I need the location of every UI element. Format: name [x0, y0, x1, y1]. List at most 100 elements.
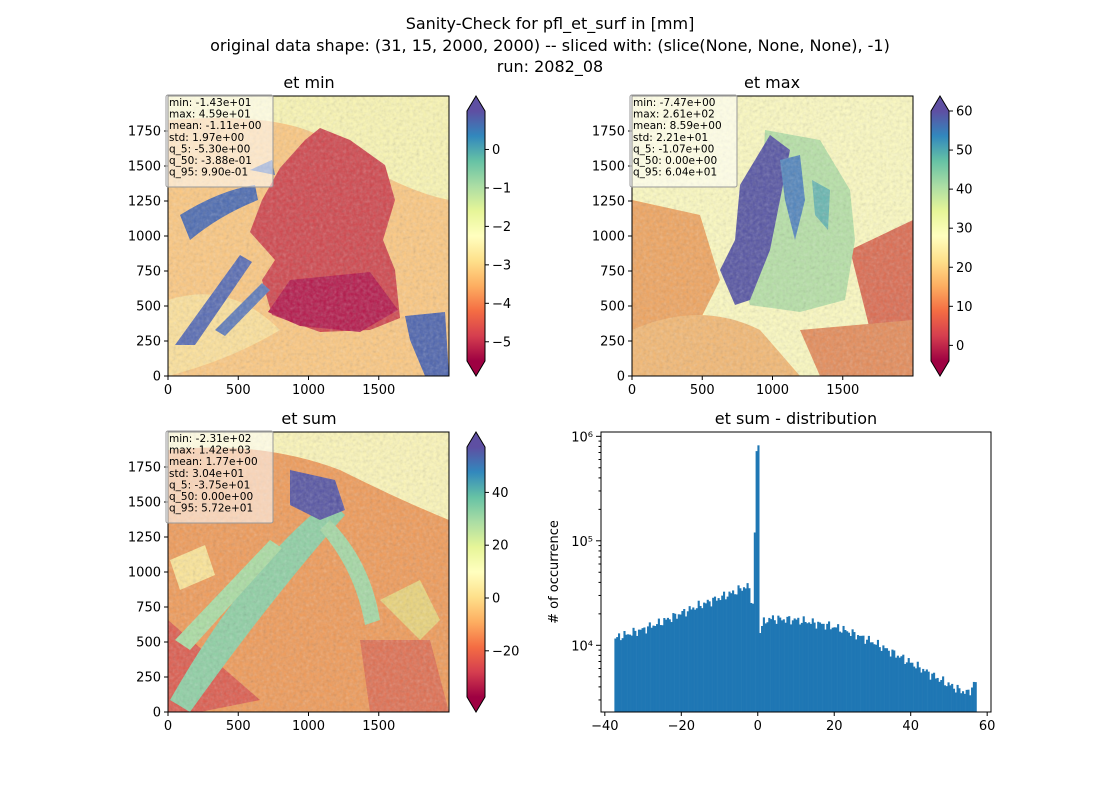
histogram-bar — [632, 627, 635, 712]
histogram-bar — [637, 629, 641, 712]
histogram-bar — [840, 632, 843, 712]
y-tick-label: 0 — [153, 370, 161, 385]
colorbar-tick-label: −1 — [492, 181, 511, 196]
y-tick-label: 500 — [136, 300, 161, 315]
histogram-bar — [965, 689, 968, 712]
histogram-bar — [717, 598, 720, 712]
histogram-bar — [675, 618, 679, 712]
y-tick-label: 1000 — [128, 566, 161, 581]
histogram-bar — [837, 624, 840, 712]
y-tick-label: 500 — [136, 636, 161, 651]
stats-line: min: -1.43e+01 — [169, 97, 251, 109]
histogram-bar — [826, 623, 829, 712]
histogram-bar — [864, 643, 867, 712]
histogram-bar — [867, 635, 870, 712]
x-tick-label: 0 — [164, 719, 172, 734]
histogram-bar — [878, 647, 881, 712]
histogram-bar — [860, 635, 863, 712]
colorbar-ticks: 60 50 40 30 20 10 0 — [949, 105, 973, 354]
histogram-bar — [942, 676, 945, 712]
histogram-bar — [931, 673, 934, 712]
histogram-bars — [614, 445, 977, 712]
y-tick-label: 1250 — [128, 195, 161, 210]
histogram-bar — [695, 608, 698, 712]
histogram-bar — [873, 644, 876, 712]
y-tick-label: 1000 — [128, 230, 161, 245]
histogram-bar — [880, 650, 883, 712]
histogram-bar — [657, 618, 660, 712]
colorbar-tick-label: 40 — [956, 183, 973, 198]
y-tick-label: 1750 — [128, 461, 161, 476]
histogram-bar — [855, 639, 858, 712]
histogram-bar — [916, 661, 919, 712]
histogram-bar — [862, 635, 865, 712]
x-tick-label: 1500 — [826, 383, 859, 398]
histogram-bar — [893, 650, 896, 712]
histogram-bar — [715, 600, 718, 712]
colorbar: 60 50 40 30 20 10 0 — [930, 95, 973, 377]
histogram-bar — [654, 626, 657, 712]
histogram-bar — [755, 451, 758, 712]
histogram-bar — [732, 590, 735, 712]
y-tick-label: 750 — [600, 265, 625, 280]
histogram-bar — [786, 616, 789, 712]
histogram-bar — [761, 625, 764, 712]
histogram-bar — [952, 688, 956, 712]
y-tick-label: 1500 — [592, 160, 625, 175]
stats-line: std: 3.04e+01 — [169, 468, 244, 480]
histogram-bar — [809, 623, 813, 712]
histogram-bar — [875, 644, 878, 712]
y-tick-label: 1750 — [592, 125, 625, 140]
y-tick-label: 10⁵ — [571, 535, 593, 550]
histogram-bar — [936, 677, 939, 712]
histogram-bar — [846, 631, 849, 712]
x-ticks: 0 500 1000 1500 — [164, 376, 395, 398]
histogram-bar — [853, 632, 856, 712]
histogram-bar — [614, 638, 617, 712]
colorbar-tick-label: 20 — [956, 261, 973, 276]
panel-title: et sum — [281, 409, 336, 428]
colorbar-tick-label: 10 — [956, 300, 973, 315]
stats-line: max: 2.61e+02 — [633, 109, 715, 121]
histogram-bar — [958, 688, 961, 712]
colorbar-tick-label: −4 — [492, 297, 511, 312]
stats-line: mean: 8.59e+00 — [633, 120, 722, 132]
histogram-bar — [789, 624, 793, 712]
histogram-bar — [898, 657, 901, 712]
histogram-bar — [751, 603, 755, 712]
histogram-bar — [828, 621, 831, 712]
y-ticks: 0 250 500 750 1000 1250 1500 1750 — [128, 461, 168, 721]
histogram-bar — [811, 618, 814, 712]
histogram-bar — [902, 654, 905, 712]
histogram-bar — [813, 622, 816, 712]
histogram-bar — [929, 679, 932, 712]
histogram-bar — [672, 613, 675, 712]
histogram-bar — [969, 695, 972, 712]
histogram-bar — [746, 583, 749, 712]
histogram-bar — [911, 662, 914, 712]
x-tick-label: 0 — [754, 719, 762, 734]
panel-histogram: et sum - distribution # of occurrence −4… — [547, 409, 995, 734]
histogram-bar — [808, 622, 811, 712]
colorbar-tick-label: −20 — [492, 644, 519, 659]
x-tick-label: 1000 — [292, 383, 325, 398]
histogram-bar — [639, 629, 642, 712]
x-tick-label: 40 — [902, 719, 919, 734]
histogram-bar — [972, 681, 975, 712]
y-tick-label: 1000 — [592, 230, 625, 245]
histogram-bar — [694, 609, 697, 712]
histogram-bar — [885, 648, 889, 712]
colorbar-tick-label: 20 — [492, 539, 509, 554]
histogram-bar — [799, 624, 802, 712]
title-line-2: original data shape: (31, 15, 2000, 2000… — [210, 36, 890, 55]
histogram-bar — [704, 603, 708, 712]
colorbar-tick-label: −5 — [492, 335, 511, 350]
histogram-bar — [723, 591, 726, 712]
histogram-bar — [679, 614, 682, 712]
y-tick-label: 10⁶ — [571, 430, 593, 445]
stats-line: min: -2.31e+02 — [169, 433, 251, 445]
histogram-bar — [737, 585, 740, 712]
y-tick-label: 0 — [153, 706, 161, 721]
histogram-bar — [806, 623, 809, 712]
